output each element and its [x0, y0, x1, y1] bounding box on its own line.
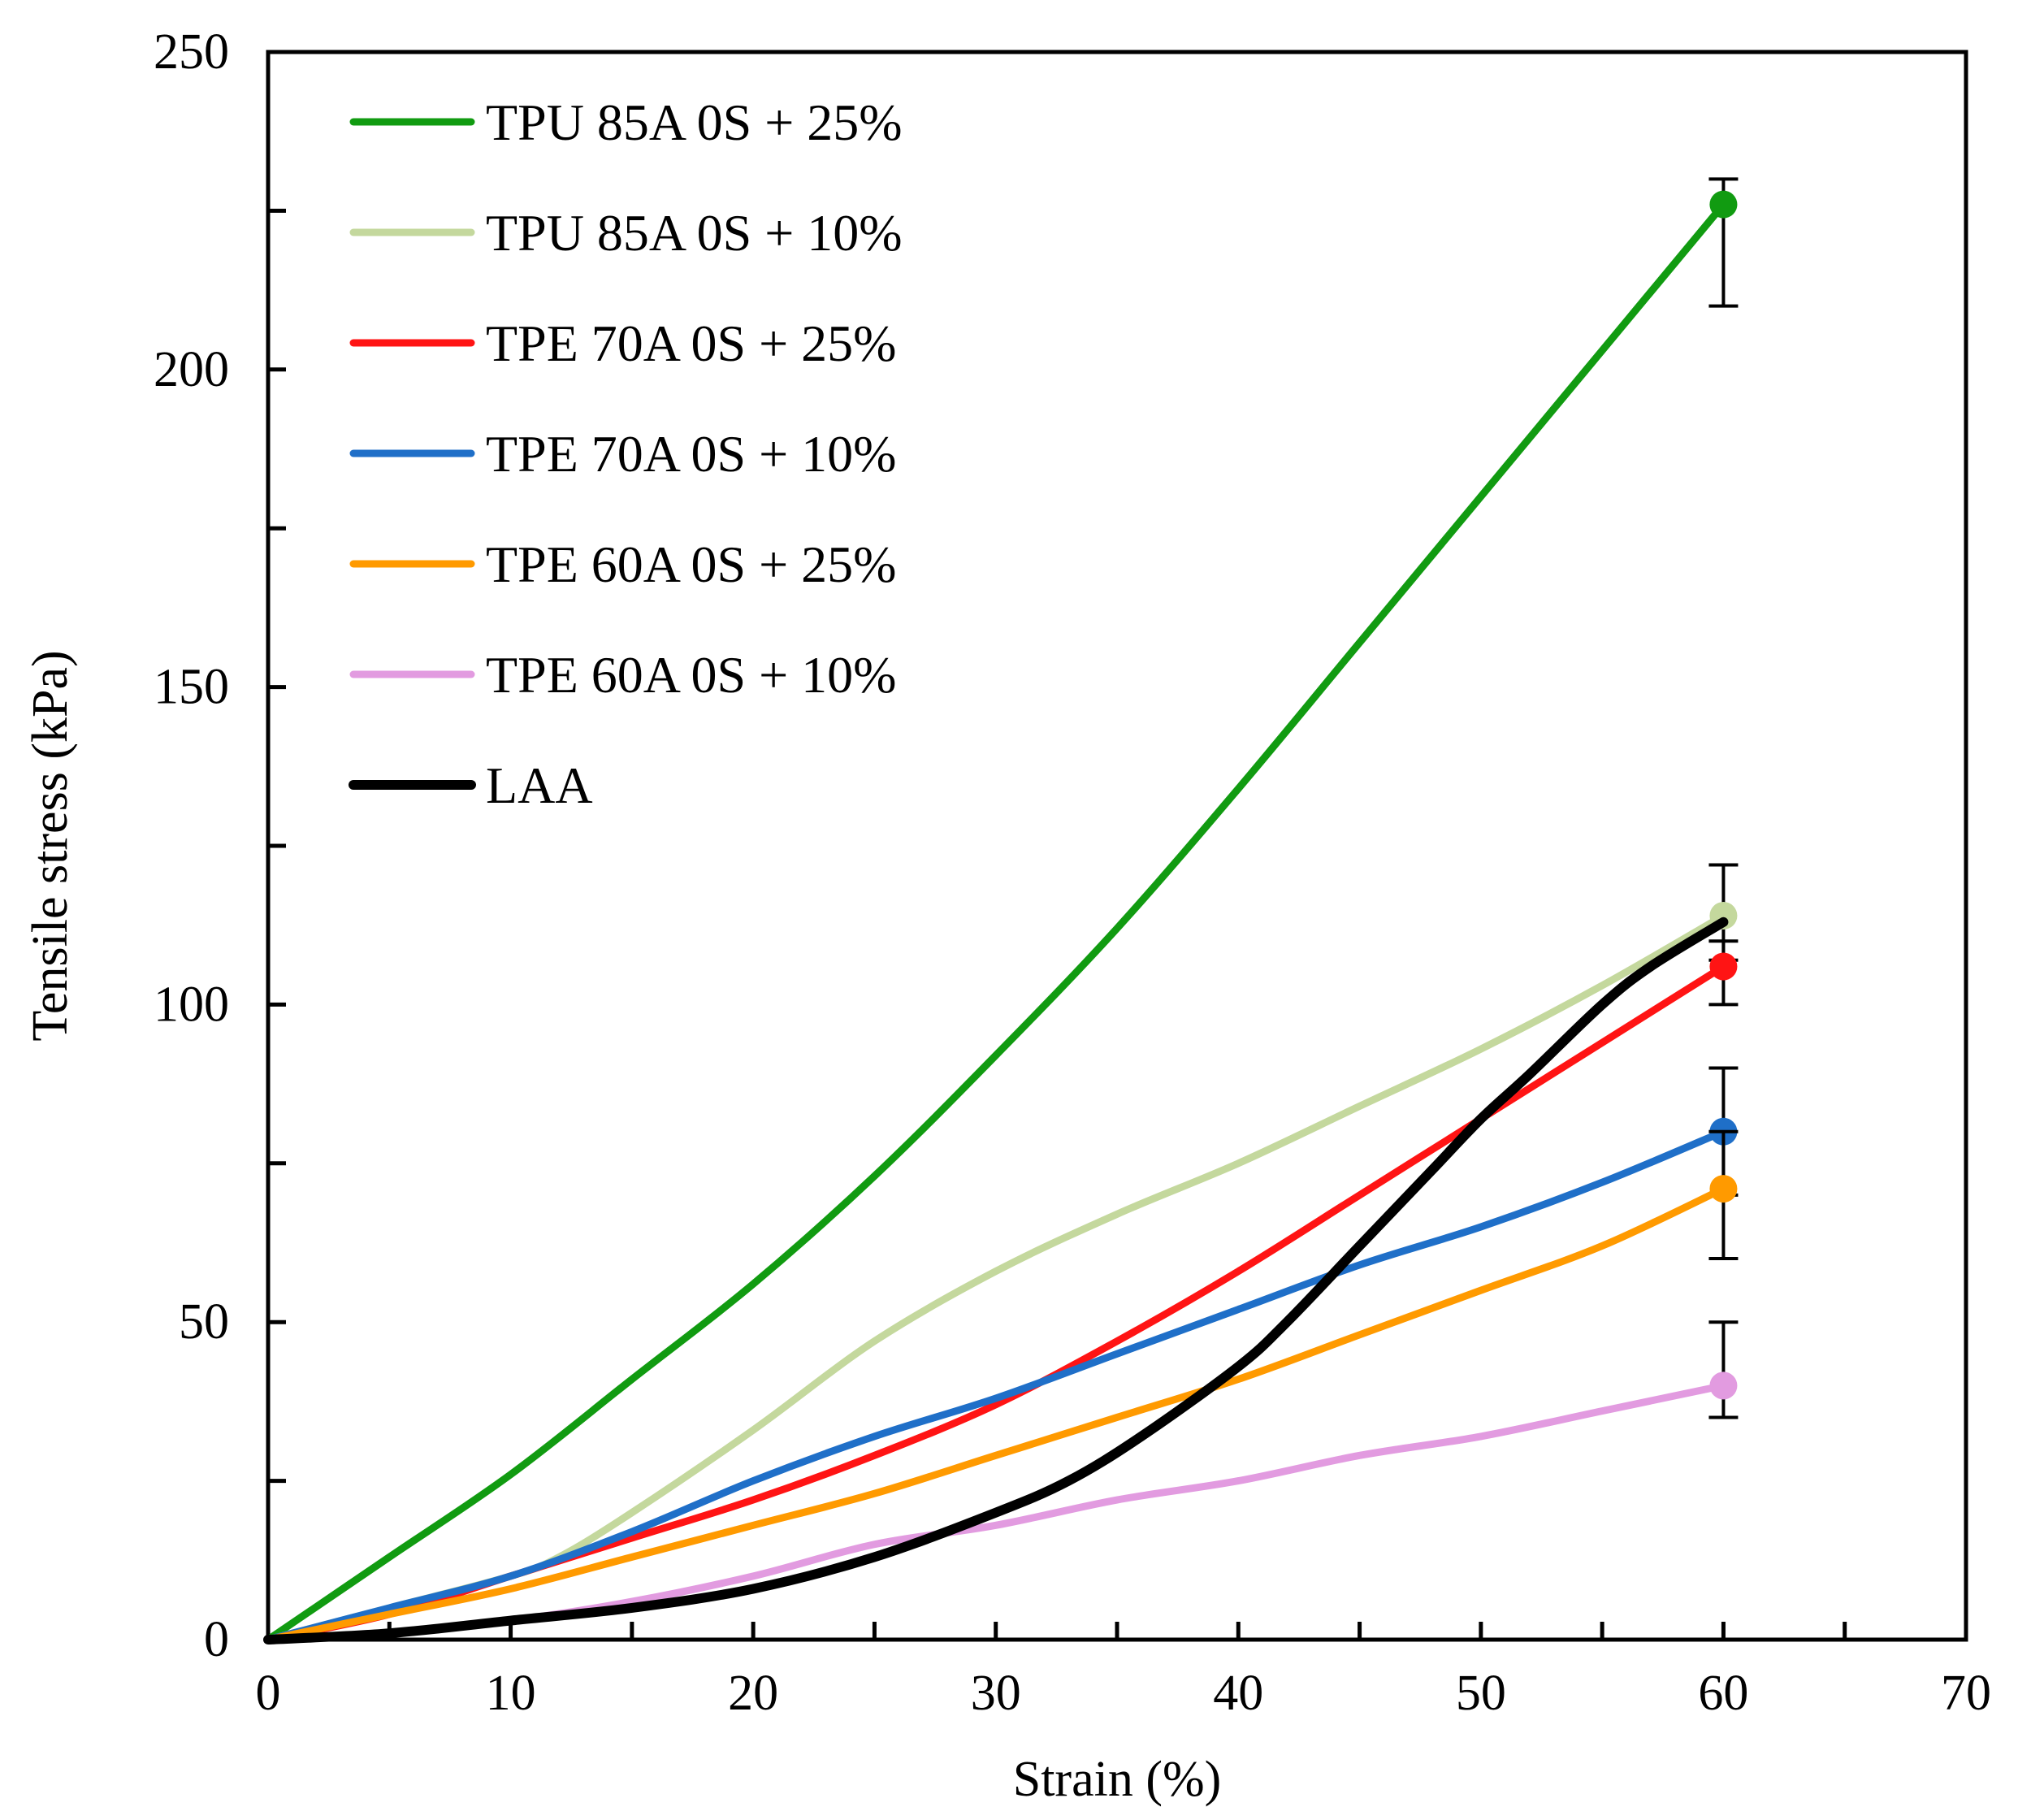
series-line-tpu-85a-0s-10: [264, 912, 1727, 1644]
y-tick-label: 0: [204, 1612, 229, 1667]
legend-label-tpe-60a-0s-25: TPE 60A 0S + 25%: [486, 535, 896, 593]
end-point-tpe-70a-0s-25: [1709, 952, 1738, 981]
legend-label-tpe-70a-0s-25: TPE 70A 0S + 25%: [486, 314, 896, 372]
x-tick-label: 70: [1941, 1666, 1991, 1721]
x-tick-label: 30: [971, 1666, 1021, 1721]
y-axis: 0 50 100 150 200 250: [154, 24, 286, 1667]
legend-label-tpu-85a-0s-10: TPU 85A 0S + 10%: [486, 204, 903, 262]
x-tick-label: 60: [1698, 1666, 1748, 1721]
x-axis-title: Strain (%): [1013, 1752, 1222, 1807]
end-point-tpu-85a-0s-25: [1709, 190, 1738, 219]
x-tick-label: 10: [486, 1666, 536, 1721]
series-line-tpe-60a-0s-25: [264, 1185, 1727, 1644]
x-tick-label: 20: [728, 1666, 778, 1721]
legend-label-laa: LAA: [486, 756, 593, 814]
x-tick-label: 40: [1213, 1666, 1263, 1721]
series-layer: [263, 177, 1739, 1644]
series-line-tpu-85a-0s-25: [264, 201, 1727, 1644]
x-tick-label: 0: [256, 1666, 281, 1721]
x-tick-label: 50: [1456, 1666, 1506, 1721]
y-tick-label: 250: [154, 24, 229, 80]
y-axis-title: Tensile stress (kPa): [23, 650, 78, 1041]
series-line-laa: [263, 916, 1729, 1644]
legend-label-tpe-70a-0s-10: TPE 70A 0S + 10%: [486, 425, 896, 483]
legend: TPU 85A 0S + 25% TPU 85A 0S + 10% TPE 70A …: [349, 93, 903, 814]
y-tick-label: 50: [179, 1294, 229, 1350]
y-tick-label: 200: [154, 342, 229, 397]
end-point-tpe-60a-0s-10: [1709, 1372, 1738, 1400]
end-point-tpe-60a-0s-25: [1709, 1175, 1738, 1203]
y-tick-label: 100: [154, 977, 229, 1032]
plot-frame: [266, 50, 1968, 1642]
series-line-tpe-70a-0s-10: [264, 1128, 1727, 1644]
series-line-tpe-70a-0s-25: [264, 963, 1727, 1644]
y-tick-label: 150: [154, 660, 229, 715]
legend-label-tpe-60a-0s-10: TPE 60A 0S + 10%: [486, 646, 896, 704]
legend-label-tpu-85a-0s-25: TPU 85A 0S + 25%: [486, 93, 903, 151]
x-axis: 0 10 20 30 40 50 60 70: [256, 1622, 1991, 1721]
